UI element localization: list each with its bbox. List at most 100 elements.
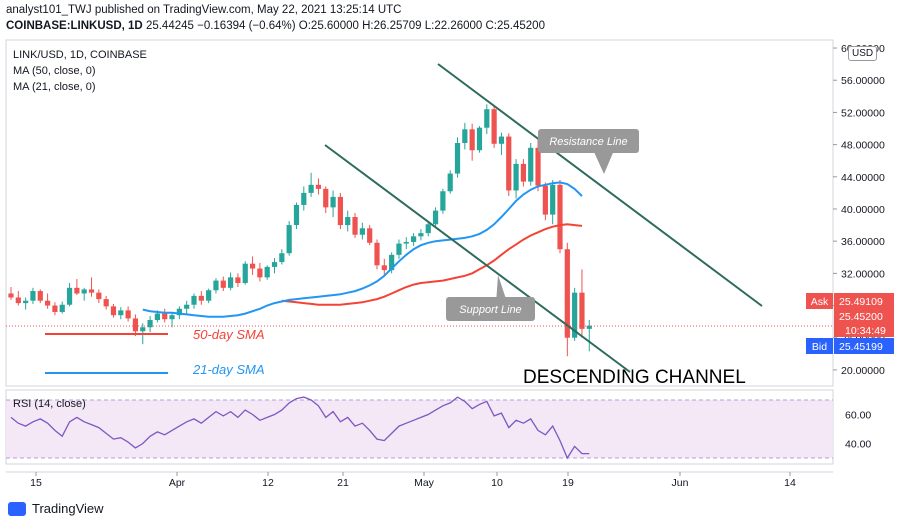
- candle: [279, 253, 285, 263]
- candle: [337, 196, 343, 226]
- candle: [352, 217, 358, 235]
- x-tick-label: Jun: [672, 477, 689, 489]
- resistance-trendline: [437, 63, 763, 307]
- x-tick-label: 21: [337, 477, 349, 489]
- candle: [579, 292, 585, 329]
- resistance-callout-text: Resistance Line: [549, 136, 627, 148]
- candle: [411, 236, 417, 242]
- sma21-label: 21-day SMA: [192, 362, 265, 377]
- bid-tag-label: Bid: [812, 341, 827, 353]
- ask-tag-box: [834, 293, 894, 309]
- candle: [535, 147, 541, 186]
- candle: [418, 233, 424, 237]
- candle: [242, 263, 248, 284]
- x-tick-label: 12: [262, 477, 274, 489]
- candle: [367, 228, 373, 243]
- brand-name: TradingView: [32, 501, 104, 516]
- ma50-line: [281, 223, 583, 306]
- candle: [30, 291, 36, 301]
- candle: [103, 299, 109, 307]
- candle: [66, 287, 73, 305]
- candle: [206, 290, 212, 301]
- symbol-info-bar: COINBASE:LINKUSD, 1D 25.44245 −0.16394 (…: [6, 20, 545, 32]
- candle: [432, 210, 439, 225]
- candle: [425, 224, 431, 234]
- candle: [513, 163, 519, 191]
- candle: [235, 277, 241, 284]
- candle: [213, 280, 219, 291]
- candle: [359, 228, 365, 235]
- y-tick-label: 56.00000: [841, 75, 885, 87]
- candle: [154, 313, 160, 321]
- y-tick-label: 36.00000: [841, 236, 885, 248]
- candle: [257, 268, 263, 278]
- publish-info: analyst101_TWJ published on TradingView.…: [6, 4, 402, 16]
- x-tick-label: 15: [30, 477, 42, 489]
- candle: [389, 254, 395, 271]
- tradingview-logo[interactable]: TradingView: [8, 501, 104, 516]
- candle: [176, 308, 182, 316]
- resistance-callout-box: [538, 129, 639, 153]
- bid-tag-value: 25.45199: [839, 341, 883, 353]
- candle: [550, 184, 556, 215]
- candle: [542, 185, 548, 215]
- candle: [447, 173, 453, 192]
- resistance-callout-pointer: [593, 151, 614, 174]
- y-tick-label: 32.00000: [841, 268, 885, 280]
- candle: [528, 147, 534, 182]
- support-trendline: [324, 144, 631, 373]
- candle: [184, 304, 190, 309]
- rsi-tick-label: 40.00: [845, 439, 871, 451]
- chart-title-legend: LINK/USD, 1D, COINBASE: [13, 49, 147, 61]
- candle: [315, 184, 322, 189]
- candle: [37, 291, 43, 301]
- candle: [228, 277, 234, 288]
- countdown-box: [834, 323, 894, 337]
- candle: [403, 241, 409, 244]
- candle: [96, 292, 102, 300]
- rsi-line: [10, 396, 590, 460]
- candle: [8, 293, 14, 298]
- candle: [564, 249, 570, 338]
- candle: [286, 225, 292, 254]
- candle: [191, 295, 197, 305]
- candle: [440, 191, 446, 211]
- currency-button[interactable]: USD: [848, 46, 878, 61]
- candle: [162, 313, 168, 320]
- candle: [169, 315, 175, 320]
- sma50-label: 50-day SMA: [193, 327, 265, 342]
- y-tick-label: 40.00000: [841, 204, 885, 216]
- x-tick-label: 14: [784, 477, 796, 489]
- y-tick-label: 44.00000: [841, 172, 885, 184]
- candle: [110, 306, 117, 316]
- y-tick-label: 52.00000: [841, 107, 885, 119]
- ask-tag-value: 25.49109: [839, 296, 883, 308]
- candle: [498, 136, 505, 144]
- candle: [45, 300, 51, 306]
- rsi-legend: RSI (14, close): [13, 398, 86, 410]
- y-tick-label: 48.00000: [841, 140, 885, 152]
- candle: [484, 109, 490, 128]
- bid-tag-box: [834, 338, 894, 354]
- ma21-legend: MA (21, close, 0): [13, 81, 96, 93]
- candle: [506, 136, 512, 191]
- candle: [81, 289, 87, 294]
- candle: [476, 127, 483, 151]
- candle: [132, 318, 139, 332]
- x-tick-label: May: [414, 477, 435, 489]
- countdown-value: 10:34:49: [845, 325, 886, 337]
- last-price-tag-value: 25.45200: [839, 311, 883, 323]
- candle: [330, 196, 336, 208]
- candle: [140, 327, 146, 332]
- candle: [23, 300, 29, 304]
- ohlc-values: O:25.60000 H:26.25709 L:22.26000 C:25.45…: [298, 20, 545, 32]
- candle: [271, 262, 278, 267]
- candle: [323, 188, 329, 208]
- candle: [345, 217, 351, 226]
- x-tick-label: 10: [491, 477, 503, 489]
- candle: [88, 289, 95, 293]
- ask-tag-label: Ask: [811, 296, 829, 308]
- candle: [308, 184, 314, 193]
- candle: [381, 265, 387, 271]
